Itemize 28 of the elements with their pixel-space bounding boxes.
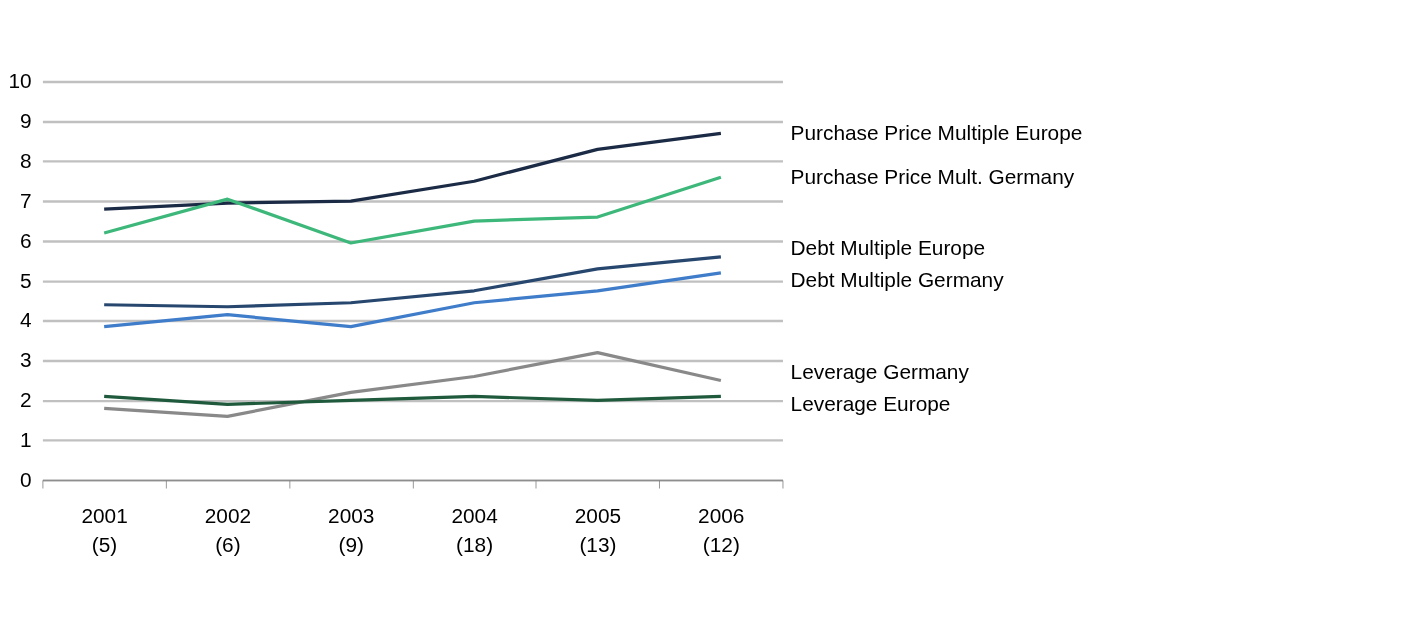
x-tick-label: 2003 (9) <box>328 503 375 556</box>
x-tick-label: 2001 (5) <box>81 503 128 556</box>
y-tick-label: 3 <box>20 348 32 372</box>
x-tick-label: 2002 (6) <box>204 503 252 556</box>
y-tick-label: 5 <box>20 268 32 292</box>
y-tick-label: 2 <box>20 388 32 412</box>
line-series <box>102 175 723 245</box>
y-tick-label: 9 <box>20 109 32 133</box>
y-tick-label: 10 <box>8 69 32 93</box>
text: Purchase Price Multiple Europe <box>790 120 1083 144</box>
x-tick-label: 2004 (18) <box>451 503 498 556</box>
line-series <box>102 131 723 211</box>
text: Leverage Europe <box>790 391 951 415</box>
y-tick-label: 8 <box>20 149 32 173</box>
y-tick-label: 4 <box>20 308 32 332</box>
line-series <box>102 255 723 309</box>
line-series <box>102 271 723 329</box>
y-tick-label: 0 <box>20 467 32 491</box>
text: Purchase Price Mult. Germany <box>790 164 1075 188</box>
y-tick-label: 6 <box>20 228 32 252</box>
text: Debt Multiple Germany <box>790 268 1005 292</box>
y-tick-label: 1 <box>20 428 32 452</box>
text: Debt Multiple Europe <box>790 236 986 260</box>
y-tick-label: 7 <box>20 188 32 212</box>
text: Leverage Germany <box>790 359 970 383</box>
line-series <box>102 350 723 418</box>
x-tick-label: 2005 (13) <box>574 503 622 556</box>
x-tick-label: 2006 (12) <box>698 503 745 556</box>
